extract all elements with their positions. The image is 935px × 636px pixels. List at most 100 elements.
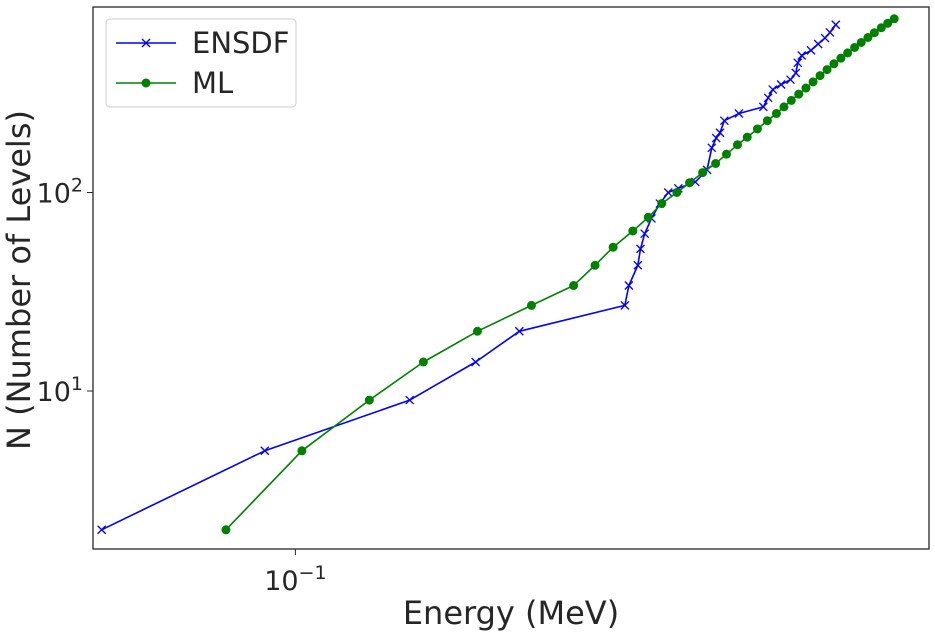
data-point-ensdf-2 xyxy=(405,395,415,405)
data-point-ensdf-7 xyxy=(633,260,643,270)
data-point-ml-14 xyxy=(698,168,708,178)
legend-label-ensdf: ENSDF xyxy=(192,26,289,60)
data-point-ml-33 xyxy=(856,37,866,47)
data-point-ensdf-3 xyxy=(471,357,481,367)
data-point-ml-34 xyxy=(863,32,873,42)
ticks-layer: 10−1 101 102 xyxy=(37,175,327,597)
data-point-ensdf-4-stroke-b xyxy=(514,326,524,336)
data-point-ensdf-22-stroke-b xyxy=(763,93,773,103)
data-point-ensdf-19-stroke-b xyxy=(719,116,729,126)
data-point-ensdf-30 xyxy=(813,39,823,49)
data-point-ml-22 xyxy=(779,102,789,112)
data-point-ml-4 xyxy=(472,326,482,336)
data-point-ensdf-4 xyxy=(514,326,524,336)
series-layer xyxy=(97,14,899,535)
data-point-ml-7 xyxy=(590,260,600,270)
data-point-ensdf-24-stroke-b xyxy=(776,80,786,89)
legend-marker-ml xyxy=(141,78,151,88)
data-point-ensdf-17-stroke-b xyxy=(711,133,721,143)
data-point-ensdf-6-stroke-b xyxy=(624,281,634,290)
data-point-ml-2 xyxy=(364,395,374,405)
data-point-ensdf-27 xyxy=(793,58,803,68)
data-point-ensdf-32-stroke-b xyxy=(825,28,835,37)
data-point-ml-29 xyxy=(829,59,839,69)
data-point-ml-17 xyxy=(732,140,742,150)
data-point-ml-16 xyxy=(721,149,731,159)
data-point-ensdf-8 xyxy=(636,244,645,254)
legend-marker-point-ensdf xyxy=(141,38,151,48)
data-point-ensdf-30-stroke-b xyxy=(813,39,823,49)
data-point-ensdf-12-stroke-b xyxy=(663,188,673,197)
data-point-ensdf-22 xyxy=(763,93,773,103)
data-point-ml-15 xyxy=(711,158,721,168)
data-point-ml-1 xyxy=(297,446,307,456)
data-point-ml-10 xyxy=(643,212,653,222)
legend-marker-ensdf xyxy=(141,38,151,48)
data-point-ml-38 xyxy=(889,14,899,24)
y-tick-label-0: 101 xyxy=(37,373,83,408)
data-point-ensdf-3-stroke-b xyxy=(471,357,481,367)
data-point-ensdf-16 xyxy=(707,143,717,153)
data-point-ensdf-23-stroke-b xyxy=(768,85,778,95)
data-point-ensdf-1-stroke-b xyxy=(260,446,270,456)
data-point-ml-19 xyxy=(752,124,762,134)
data-point-ml-12 xyxy=(672,188,682,198)
data-point-ensdf-5-stroke-b xyxy=(620,300,630,310)
data-point-ensdf-29 xyxy=(806,45,816,55)
data-point-ensdf-25 xyxy=(786,75,795,85)
data-point-ensdf-1 xyxy=(260,446,270,456)
data-point-ensdf-24 xyxy=(776,80,786,89)
data-point-ml-8 xyxy=(608,242,618,252)
data-point-ensdf-20 xyxy=(734,109,744,118)
data-point-ensdf-33-stroke-b xyxy=(831,20,841,30)
data-point-ml-30 xyxy=(836,53,846,63)
data-point-ensdf-9-stroke-b xyxy=(640,229,650,239)
data-point-ensdf-0 xyxy=(97,525,107,535)
data-point-ml-24 xyxy=(794,89,804,99)
data-point-ml-3 xyxy=(418,357,428,367)
data-point-ensdf-20-stroke-b xyxy=(734,109,744,118)
data-point-ml-0 xyxy=(221,525,231,535)
data-point-ensdf-26-stroke-b xyxy=(791,68,801,78)
data-point-ensdf-12 xyxy=(663,188,673,197)
data-point-ml-27 xyxy=(815,71,825,81)
data-point-ml-9 xyxy=(628,226,638,236)
data-point-ml-32 xyxy=(850,42,860,52)
data-point-ensdf-5 xyxy=(620,300,630,310)
data-point-ml-21 xyxy=(771,109,781,119)
legend-label-ml: ML xyxy=(192,66,233,100)
data-point-ensdf-18-stroke-b xyxy=(715,128,725,138)
legend-marker-point-ensdf-stroke-b xyxy=(141,38,151,48)
data-point-ml-23 xyxy=(786,95,796,105)
y-tick-label-1: 102 xyxy=(37,175,83,210)
x-axis-label: Energy (MeV) xyxy=(403,594,619,632)
data-point-ensdf-8-stroke-b xyxy=(636,244,645,254)
series-line-ensdf xyxy=(101,24,837,531)
legend: ENSDF ML xyxy=(105,18,297,108)
data-point-ensdf-17 xyxy=(711,133,721,143)
data-point-ensdf-2-stroke-b xyxy=(405,395,415,405)
series-ml xyxy=(221,14,899,535)
x-tick-label-0: 10−1 xyxy=(264,562,326,597)
legend-box xyxy=(105,18,297,108)
data-point-ml-25 xyxy=(801,83,811,93)
data-point-ensdf-19 xyxy=(719,116,729,126)
data-point-ensdf-23 xyxy=(768,85,778,95)
data-point-ensdf-26 xyxy=(791,68,801,78)
data-point-ensdf-33 xyxy=(831,20,841,30)
legend-marker-point-ml xyxy=(141,78,151,88)
data-point-ml-31 xyxy=(843,48,853,58)
data-point-ml-36 xyxy=(876,23,886,33)
data-point-ml-18 xyxy=(742,132,752,142)
data-point-ensdf-25-stroke-b xyxy=(786,75,795,85)
data-point-ensdf-0-stroke-b xyxy=(97,525,107,535)
data-point-ensdf-29-stroke-b xyxy=(806,45,816,55)
data-point-ml-37 xyxy=(883,18,893,28)
data-point-ensdf-7-stroke-b xyxy=(633,260,643,270)
data-point-ml-11 xyxy=(657,199,667,209)
data-point-ensdf-16-stroke-b xyxy=(707,143,717,153)
data-point-ensdf-21-stroke-b xyxy=(758,102,768,112)
data-point-ensdf-32 xyxy=(825,28,835,37)
y-axis-label: N (Number of Levels) xyxy=(0,110,38,450)
